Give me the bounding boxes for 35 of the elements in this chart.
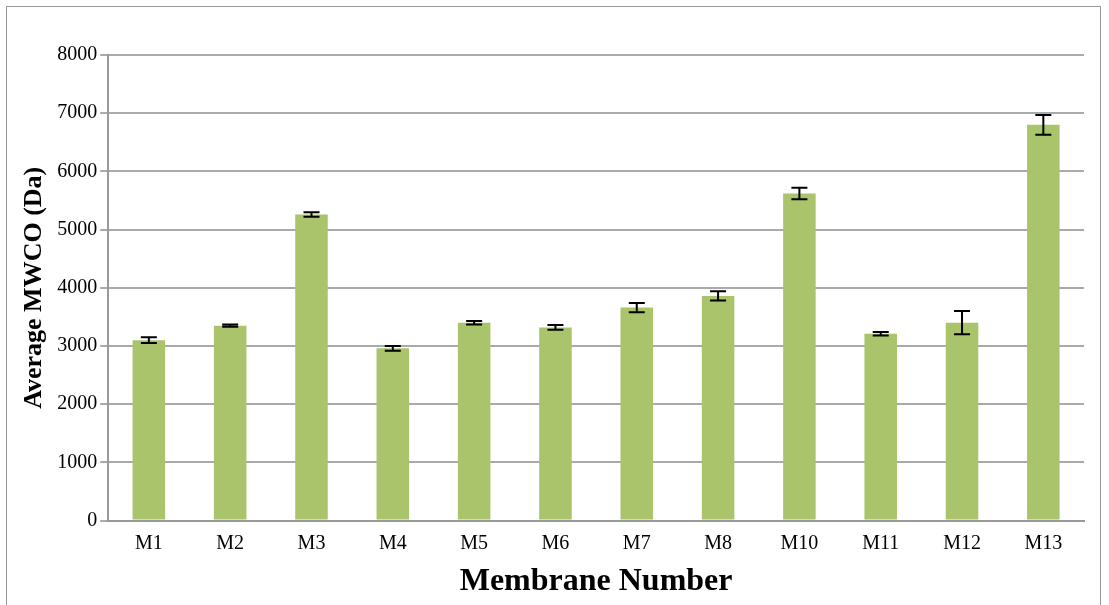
bar bbox=[945, 322, 979, 520]
y-tick-label: 3000 bbox=[57, 333, 98, 356]
x-axis-title: Membrane Number bbox=[459, 561, 733, 598]
bar bbox=[295, 214, 328, 520]
x-tick-label: M4 bbox=[378, 530, 407, 553]
x-tick-label: M6 bbox=[541, 530, 570, 553]
x-tick-label: M8 bbox=[704, 530, 732, 553]
x-tick-label: M1 bbox=[134, 530, 163, 553]
x-tick-label: M5 bbox=[460, 530, 489, 553]
bar bbox=[620, 307, 654, 520]
y-tick-label: 1000 bbox=[57, 449, 98, 472]
y-tick-label: 4000 bbox=[57, 275, 98, 298]
bar bbox=[376, 348, 410, 520]
y-tick-label: 8000 bbox=[57, 42, 98, 65]
x-tick-label: M10 bbox=[780, 530, 819, 553]
y-tick-label: 7000 bbox=[57, 100, 98, 123]
y-tick-label: 0 bbox=[87, 507, 98, 530]
x-tick-label: M2 bbox=[216, 530, 245, 553]
bar bbox=[213, 325, 247, 520]
x-tick-label: M11 bbox=[862, 530, 900, 553]
bar bbox=[539, 327, 572, 520]
y-axis-title: Average MWCO (Da) bbox=[18, 166, 48, 409]
y-tick-label: 2000 bbox=[57, 391, 98, 414]
bar bbox=[783, 193, 816, 520]
y-tick-label: 5000 bbox=[57, 216, 98, 239]
x-tick-label: M13 bbox=[1024, 530, 1063, 553]
bar bbox=[132, 340, 166, 520]
bar bbox=[1027, 124, 1060, 520]
bar bbox=[864, 333, 897, 520]
bar bbox=[457, 322, 491, 520]
y-tick-label: 6000 bbox=[57, 158, 98, 181]
x-tick-label: M12 bbox=[943, 530, 981, 553]
bar bbox=[701, 295, 735, 520]
x-tick-label: M7 bbox=[622, 530, 651, 553]
x-tick-label: M3 bbox=[297, 530, 326, 553]
